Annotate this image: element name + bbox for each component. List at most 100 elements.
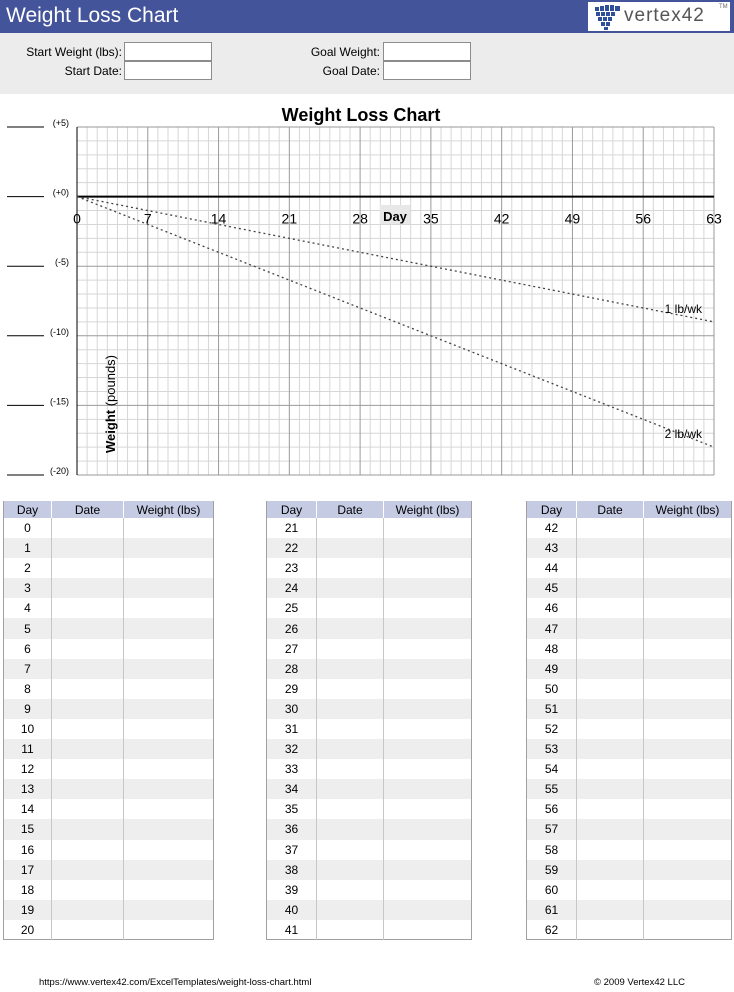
date-cell[interactable] bbox=[576, 819, 644, 840]
date-cell[interactable] bbox=[51, 839, 124, 860]
date-cell[interactable] bbox=[576, 698, 644, 719]
date-cell[interactable] bbox=[316, 919, 384, 940]
weight-cell[interactable] bbox=[123, 919, 214, 940]
start-weight-field[interactable] bbox=[124, 42, 212, 61]
start-date-field[interactable] bbox=[124, 61, 212, 80]
date-cell[interactable] bbox=[51, 518, 124, 539]
date-cell[interactable] bbox=[316, 819, 384, 840]
weight-cell[interactable] bbox=[383, 698, 472, 719]
date-cell[interactable] bbox=[576, 518, 644, 539]
date-cell[interactable] bbox=[51, 919, 124, 940]
date-cell[interactable] bbox=[576, 558, 644, 579]
weight-cell[interactable] bbox=[383, 558, 472, 579]
date-cell[interactable] bbox=[576, 678, 644, 699]
date-cell[interactable] bbox=[576, 658, 644, 679]
weight-cell[interactable] bbox=[383, 718, 472, 740]
weight-cell[interactable] bbox=[643, 899, 732, 920]
date-cell[interactable] bbox=[316, 859, 384, 880]
date-cell[interactable] bbox=[576, 538, 644, 559]
date-cell[interactable] bbox=[316, 799, 384, 820]
weight-cell[interactable] bbox=[643, 819, 732, 840]
weight-cell[interactable] bbox=[643, 718, 732, 740]
date-cell[interactable] bbox=[51, 538, 124, 559]
weight-cell[interactable] bbox=[643, 859, 732, 880]
date-cell[interactable] bbox=[316, 839, 384, 860]
date-cell[interactable] bbox=[316, 598, 384, 619]
date-cell[interactable] bbox=[316, 638, 384, 659]
weight-cell[interactable] bbox=[383, 578, 472, 599]
date-cell[interactable] bbox=[316, 879, 384, 900]
date-cell[interactable] bbox=[316, 518, 384, 539]
weight-cell[interactable] bbox=[123, 759, 214, 780]
weight-cell[interactable] bbox=[383, 658, 472, 679]
date-cell[interactable] bbox=[576, 618, 644, 639]
weight-cell[interactable] bbox=[383, 678, 472, 699]
date-cell[interactable] bbox=[316, 739, 384, 760]
weight-cell[interactable] bbox=[643, 658, 732, 679]
weight-cell[interactable] bbox=[383, 739, 472, 760]
date-cell[interactable] bbox=[316, 558, 384, 579]
date-cell[interactable] bbox=[316, 678, 384, 699]
date-cell[interactable] bbox=[576, 899, 644, 920]
weight-cell[interactable] bbox=[383, 759, 472, 780]
footer-url[interactable]: https://www.vertex42.com/ExcelTemplates/… bbox=[39, 977, 312, 988]
weight-cell[interactable] bbox=[123, 879, 214, 900]
weight-cell[interactable] bbox=[123, 538, 214, 559]
weight-cell[interactable] bbox=[123, 819, 214, 840]
goal-weight-field[interactable] bbox=[383, 42, 471, 61]
date-cell[interactable] bbox=[51, 618, 124, 639]
date-cell[interactable] bbox=[51, 598, 124, 619]
weight-cell[interactable] bbox=[123, 618, 214, 639]
date-cell[interactable] bbox=[51, 678, 124, 699]
weight-cell[interactable] bbox=[383, 598, 472, 619]
weight-cell[interactable] bbox=[383, 839, 472, 860]
date-cell[interactable] bbox=[316, 759, 384, 780]
weight-cell[interactable] bbox=[123, 698, 214, 719]
weight-cell[interactable] bbox=[383, 618, 472, 639]
weight-cell[interactable] bbox=[383, 859, 472, 880]
date-cell[interactable] bbox=[576, 598, 644, 619]
weight-cell[interactable] bbox=[643, 538, 732, 559]
weight-cell[interactable] bbox=[643, 919, 732, 940]
weight-cell[interactable] bbox=[383, 799, 472, 820]
weight-cell[interactable] bbox=[123, 578, 214, 599]
weight-cell[interactable] bbox=[383, 819, 472, 840]
weight-cell[interactable] bbox=[123, 598, 214, 619]
date-cell[interactable] bbox=[316, 718, 384, 740]
weight-cell[interactable] bbox=[123, 859, 214, 880]
date-cell[interactable] bbox=[576, 799, 644, 820]
weight-cell[interactable] bbox=[383, 638, 472, 659]
weight-cell[interactable] bbox=[123, 658, 214, 679]
date-cell[interactable] bbox=[51, 799, 124, 820]
weight-cell[interactable] bbox=[643, 598, 732, 619]
weight-cell[interactable] bbox=[643, 638, 732, 659]
weight-cell[interactable] bbox=[123, 739, 214, 760]
weight-cell[interactable] bbox=[643, 678, 732, 699]
date-cell[interactable] bbox=[51, 658, 124, 679]
date-cell[interactable] bbox=[576, 718, 644, 740]
date-cell[interactable] bbox=[576, 859, 644, 880]
goal-date-field[interactable] bbox=[383, 61, 471, 80]
date-cell[interactable] bbox=[316, 698, 384, 719]
weight-cell[interactable] bbox=[643, 558, 732, 579]
date-cell[interactable] bbox=[51, 558, 124, 579]
weight-cell[interactable] bbox=[123, 558, 214, 579]
vertex42-logo[interactable]: vertex42 TM bbox=[588, 2, 730, 31]
date-cell[interactable] bbox=[316, 658, 384, 679]
weight-cell[interactable] bbox=[643, 839, 732, 860]
weight-cell[interactable] bbox=[123, 779, 214, 800]
date-cell[interactable] bbox=[316, 618, 384, 639]
weight-cell[interactable] bbox=[643, 779, 732, 800]
weight-cell[interactable] bbox=[643, 879, 732, 900]
weight-cell[interactable] bbox=[123, 678, 214, 699]
weight-cell[interactable] bbox=[383, 899, 472, 920]
date-cell[interactable] bbox=[51, 899, 124, 920]
date-cell[interactable] bbox=[316, 779, 384, 800]
date-cell[interactable] bbox=[51, 718, 124, 740]
weight-cell[interactable] bbox=[643, 799, 732, 820]
date-cell[interactable] bbox=[576, 578, 644, 599]
weight-cell[interactable] bbox=[643, 759, 732, 780]
date-cell[interactable] bbox=[576, 759, 644, 780]
date-cell[interactable] bbox=[576, 879, 644, 900]
weight-cell[interactable] bbox=[383, 518, 472, 539]
